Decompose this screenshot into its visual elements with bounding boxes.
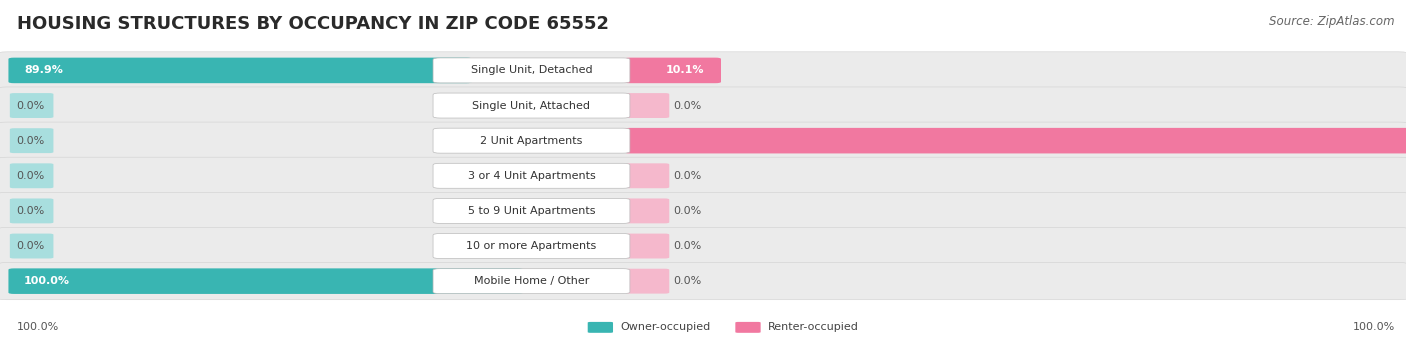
FancyBboxPatch shape xyxy=(626,163,669,188)
FancyBboxPatch shape xyxy=(0,52,1406,89)
FancyBboxPatch shape xyxy=(0,157,1406,194)
Text: 0.0%: 0.0% xyxy=(673,101,702,110)
FancyBboxPatch shape xyxy=(626,269,669,294)
Text: 0.0%: 0.0% xyxy=(17,241,45,251)
Text: 0.0%: 0.0% xyxy=(17,171,45,181)
FancyBboxPatch shape xyxy=(10,198,53,223)
Text: 0.0%: 0.0% xyxy=(673,171,702,181)
FancyBboxPatch shape xyxy=(0,122,1406,159)
Text: Owner-occupied: Owner-occupied xyxy=(620,322,710,332)
FancyBboxPatch shape xyxy=(0,87,1406,124)
Text: Single Unit, Attached: Single Unit, Attached xyxy=(472,101,591,110)
FancyBboxPatch shape xyxy=(10,163,53,188)
FancyBboxPatch shape xyxy=(10,93,53,118)
FancyBboxPatch shape xyxy=(8,268,523,294)
FancyBboxPatch shape xyxy=(10,234,53,258)
FancyBboxPatch shape xyxy=(588,322,613,333)
Text: Renter-occupied: Renter-occupied xyxy=(768,322,859,332)
Text: HOUSING STRUCTURES BY OCCUPANCY IN ZIP CODE 65552: HOUSING STRUCTURES BY OCCUPANCY IN ZIP C… xyxy=(17,15,609,33)
Text: 0.0%: 0.0% xyxy=(673,241,702,251)
Text: 0.0%: 0.0% xyxy=(17,136,45,146)
Text: Single Unit, Detached: Single Unit, Detached xyxy=(471,65,592,75)
FancyBboxPatch shape xyxy=(433,128,630,153)
Text: 0.0%: 0.0% xyxy=(17,206,45,216)
FancyBboxPatch shape xyxy=(624,58,721,83)
FancyBboxPatch shape xyxy=(8,58,472,83)
FancyBboxPatch shape xyxy=(0,227,1406,265)
FancyBboxPatch shape xyxy=(626,198,669,223)
FancyBboxPatch shape xyxy=(433,58,630,83)
Text: 100.0%: 100.0% xyxy=(24,276,70,286)
FancyBboxPatch shape xyxy=(433,198,630,223)
Text: 89.9%: 89.9% xyxy=(24,65,63,75)
FancyBboxPatch shape xyxy=(626,234,669,258)
FancyBboxPatch shape xyxy=(433,93,630,118)
Text: 5 to 9 Unit Apartments: 5 to 9 Unit Apartments xyxy=(468,206,595,216)
Text: 100.0%: 100.0% xyxy=(17,322,59,332)
FancyBboxPatch shape xyxy=(433,269,630,294)
Text: 2 Unit Apartments: 2 Unit Apartments xyxy=(481,136,582,146)
Text: 10.1%: 10.1% xyxy=(665,65,704,75)
Text: 10 or more Apartments: 10 or more Apartments xyxy=(467,241,596,251)
FancyBboxPatch shape xyxy=(10,128,53,153)
FancyBboxPatch shape xyxy=(624,128,1406,153)
FancyBboxPatch shape xyxy=(0,263,1406,300)
Text: 3 or 4 Unit Apartments: 3 or 4 Unit Apartments xyxy=(468,171,595,181)
Text: 0.0%: 0.0% xyxy=(673,206,702,216)
Text: 0.0%: 0.0% xyxy=(17,101,45,110)
FancyBboxPatch shape xyxy=(433,163,630,188)
Text: Mobile Home / Other: Mobile Home / Other xyxy=(474,276,589,286)
Text: 100.0%: 100.0% xyxy=(1353,322,1395,332)
FancyBboxPatch shape xyxy=(0,192,1406,229)
Text: 0.0%: 0.0% xyxy=(673,276,702,286)
FancyBboxPatch shape xyxy=(626,93,669,118)
FancyBboxPatch shape xyxy=(735,322,761,333)
FancyBboxPatch shape xyxy=(433,234,630,258)
Text: Source: ZipAtlas.com: Source: ZipAtlas.com xyxy=(1270,15,1395,28)
